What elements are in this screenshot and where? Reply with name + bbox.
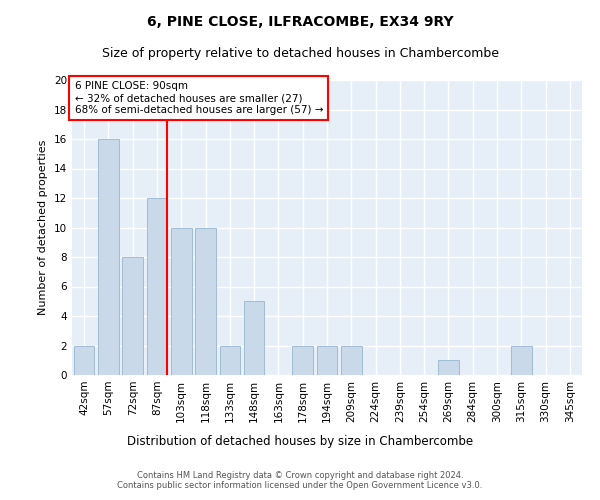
Text: Distribution of detached houses by size in Chambercombe: Distribution of detached houses by size …: [127, 435, 473, 448]
Text: 6 PINE CLOSE: 90sqm
← 32% of detached houses are smaller (27)
68% of semi-detach: 6 PINE CLOSE: 90sqm ← 32% of detached ho…: [74, 82, 323, 114]
Bar: [146, 198, 167, 375]
Y-axis label: Number of detached properties: Number of detached properties: [38, 140, 49, 315]
Bar: [244, 301, 265, 375]
Text: Contains HM Land Registry data © Crown copyright and database right 2024.
Contai: Contains HM Land Registry data © Crown c…: [118, 470, 482, 490]
Bar: [511, 346, 532, 375]
Bar: [220, 346, 240, 375]
Bar: [438, 360, 459, 375]
Bar: [98, 139, 119, 375]
Bar: [74, 346, 94, 375]
Text: Size of property relative to detached houses in Chambercombe: Size of property relative to detached ho…: [101, 48, 499, 60]
Bar: [122, 257, 143, 375]
Bar: [195, 228, 216, 375]
Bar: [317, 346, 337, 375]
Text: 6, PINE CLOSE, ILFRACOMBE, EX34 9RY: 6, PINE CLOSE, ILFRACOMBE, EX34 9RY: [146, 15, 454, 29]
Bar: [171, 228, 191, 375]
Bar: [292, 346, 313, 375]
Bar: [341, 346, 362, 375]
